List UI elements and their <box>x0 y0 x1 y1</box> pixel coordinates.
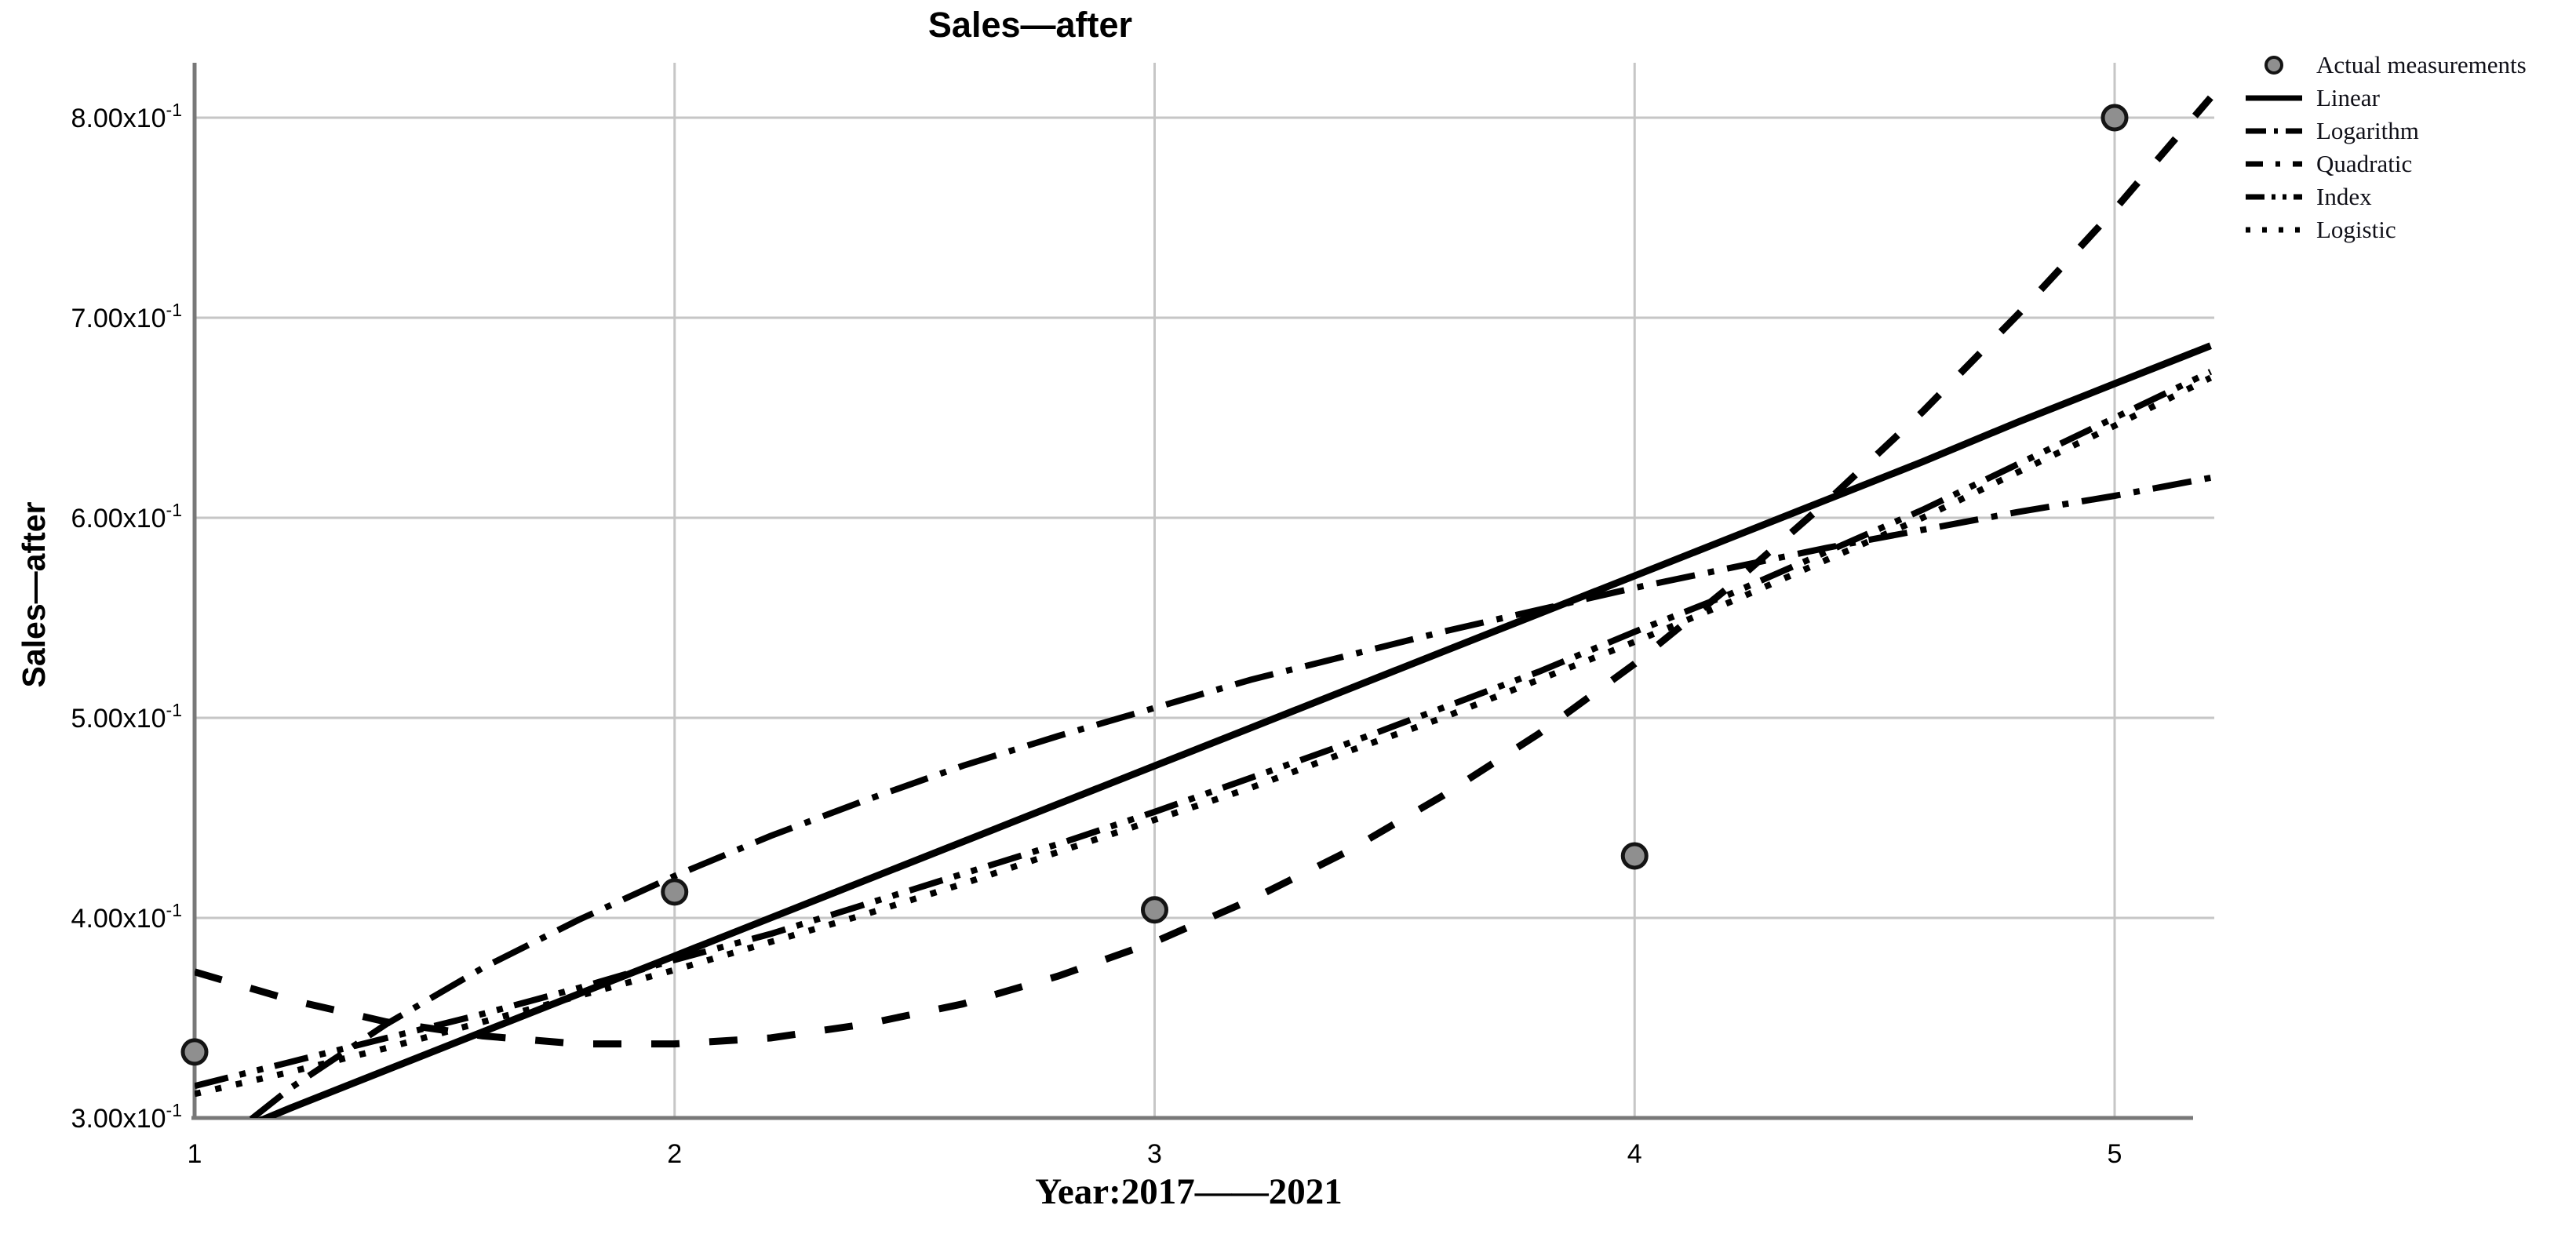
legend-label: Linear <box>2316 84 2380 111</box>
y-tick-label: 5.00x10-1 <box>71 700 182 734</box>
series-linear <box>257 342 2212 1118</box>
y-tick-label: 6.00x10-1 <box>71 500 182 533</box>
legend-item-quadratic: Quadratic <box>2243 147 2527 180</box>
legend-item-linear: Linear <box>2243 82 2527 115</box>
y-tick-label: 8.00x10-1 <box>71 100 182 133</box>
y-tick-label: 3.00x10-1 <box>71 1100 182 1134</box>
series-index <box>195 369 2213 1090</box>
x-tick-label: 2 <box>667 1139 682 1169</box>
legend: Actual measurements Linear Logarithm Quadra… <box>2243 49 2527 246</box>
chart-title: Sales—after <box>927 5 1133 45</box>
data-point <box>661 878 689 906</box>
legend-line-sample <box>2246 95 2302 101</box>
data-point <box>1620 842 1649 870</box>
legend-label: Quadratic <box>2316 150 2413 177</box>
legend-label: Actual measurements <box>2316 51 2527 78</box>
x-axis-title: Year:2017——2021 <box>1035 1171 1343 1212</box>
series-quadratic <box>195 95 2213 1048</box>
data-point <box>180 1038 209 1066</box>
legend-label: Index <box>2316 183 2372 210</box>
legend-line-sample <box>2246 227 2302 233</box>
series-logistic <box>195 374 2213 1098</box>
legend-label: Logistic <box>2316 216 2396 243</box>
legend-item-logistic: Logistic <box>2243 213 2527 246</box>
x-tick-label: 4 <box>1627 1139 1642 1169</box>
legend-line-sample <box>2246 161 2302 167</box>
legend-line-sample <box>2246 194 2302 200</box>
data-point <box>1141 896 1168 924</box>
legend-item-logarithm: Logarithm <box>2243 115 2527 147</box>
y-tick-label: 7.00x10-1 <box>71 300 182 333</box>
legend-line-sample <box>2246 128 2302 134</box>
legend-label: Logarithm <box>2316 117 2419 144</box>
x-tick-label: 5 <box>2108 1139 2122 1169</box>
x-tick-label: 3 <box>1147 1139 1162 1169</box>
legend-item-index: Index <box>2243 180 2527 213</box>
series-logarithm <box>247 475 2212 1118</box>
legend-point-marker <box>2264 56 2283 75</box>
data-point <box>2101 104 2129 132</box>
y-tick-label: 4.00x10-1 <box>71 900 182 934</box>
x-tick-label: 1 <box>188 1139 202 1169</box>
legend-item-actual-measurements: Actual measurements <box>2243 49 2527 82</box>
